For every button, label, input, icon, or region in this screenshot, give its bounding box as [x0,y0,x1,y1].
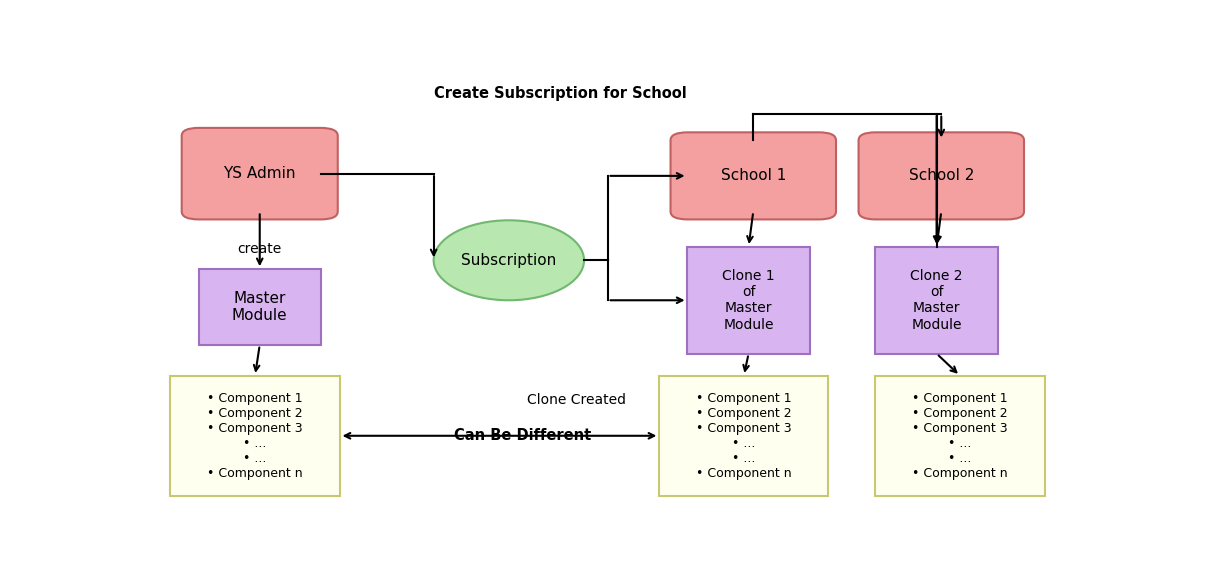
FancyBboxPatch shape [182,128,337,219]
Text: Clone 1
of
Master
Module: Clone 1 of Master Module [722,269,775,332]
Text: create: create [238,242,281,256]
Text: Can Be Different: Can Be Different [455,428,592,443]
Bar [876,247,997,354]
Text: School 1: School 1 [721,168,786,183]
Bar [876,376,1044,496]
Bar [199,269,320,344]
Ellipse shape [434,220,585,300]
Text: • Component 1
• Component 2
• Component 3
• ...
• ...
• Component n: • Component 1 • Component 2 • Component … [912,392,1008,480]
Bar [688,247,810,354]
Text: Create Subscription for School: Create Subscription for School [434,86,687,101]
Text: School 2: School 2 [909,168,974,183]
Bar [660,376,828,496]
Text: Clone 2
of
Master
Module: Clone 2 of Master Module [910,269,963,332]
Text: Clone Created: Clone Created [528,394,626,407]
Text: YS Admin: YS Admin [223,166,296,181]
Bar [170,376,340,496]
Text: Master
Module: Master Module [232,291,287,323]
Text: Subscription: Subscription [461,253,557,268]
Text: • Component 1
• Component 2
• Component 3
• ...
• ...
• Component n: • Component 1 • Component 2 • Component … [696,392,792,480]
Text: • Component 1
• Component 2
• Component 3
• ...
• ...
• Component n: • Component 1 • Component 2 • Component … [207,392,303,480]
FancyBboxPatch shape [671,132,836,219]
FancyBboxPatch shape [859,132,1024,219]
